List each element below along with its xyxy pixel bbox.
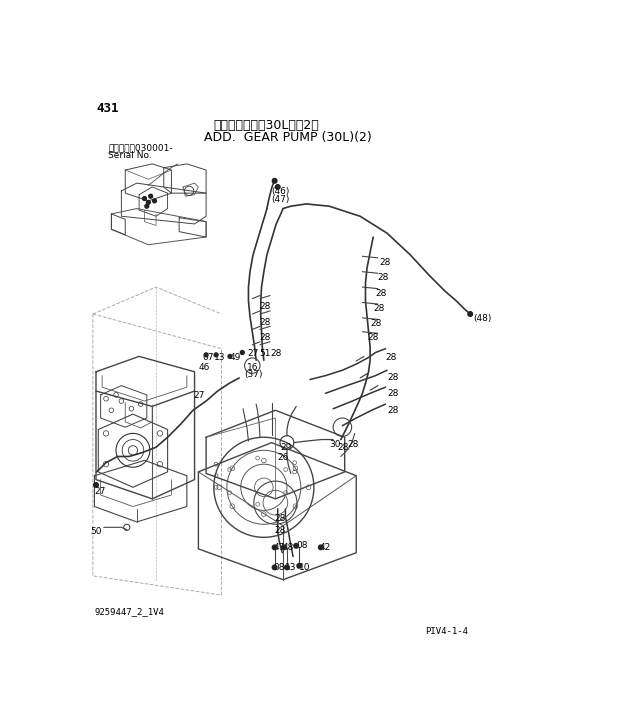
Text: (46): (46) <box>272 187 290 196</box>
Text: 30: 30 <box>329 439 341 449</box>
Text: 49: 49 <box>229 353 241 361</box>
Circle shape <box>241 350 244 355</box>
Circle shape <box>319 545 323 550</box>
Text: 適用号機　030001-: 適用号機 030001- <box>108 143 173 152</box>
Circle shape <box>146 201 150 204</box>
Text: 48: 48 <box>282 543 294 552</box>
Text: 28: 28 <box>337 442 348 452</box>
Text: 10: 10 <box>298 563 310 572</box>
Text: 28: 28 <box>373 304 384 313</box>
Circle shape <box>149 194 153 198</box>
Text: ADD.  GEAR PUMP (30L)(2): ADD. GEAR PUMP (30L)(2) <box>204 131 371 144</box>
Text: 28: 28 <box>370 319 381 329</box>
Circle shape <box>228 355 232 358</box>
Circle shape <box>294 544 298 548</box>
Text: 28: 28 <box>378 273 389 282</box>
Circle shape <box>285 565 290 570</box>
Circle shape <box>272 179 277 183</box>
Text: 28: 28 <box>274 526 285 535</box>
Text: 46: 46 <box>198 363 210 371</box>
Circle shape <box>275 185 280 189</box>
Circle shape <box>297 563 301 568</box>
Text: 26: 26 <box>278 453 289 463</box>
Text: 28: 28 <box>379 258 391 267</box>
Text: 28: 28 <box>259 303 270 311</box>
Text: 9259447_2_1V4: 9259447_2_1V4 <box>94 607 164 615</box>
Text: (47): (47) <box>272 195 290 203</box>
Text: 28: 28 <box>259 318 270 327</box>
Text: 431: 431 <box>96 102 118 115</box>
Text: 27: 27 <box>247 349 259 358</box>
Text: 28: 28 <box>274 514 285 523</box>
Circle shape <box>272 565 277 570</box>
Text: 28: 28 <box>387 406 399 416</box>
Circle shape <box>153 199 156 203</box>
Circle shape <box>272 545 277 550</box>
Text: PIV4-1-4: PIV4-1-4 <box>425 628 469 636</box>
Text: 08: 08 <box>273 563 285 572</box>
Circle shape <box>204 353 208 357</box>
Text: 28: 28 <box>386 353 397 361</box>
Text: 50: 50 <box>91 527 102 536</box>
Text: (37): (37) <box>245 370 263 379</box>
Text: 28: 28 <box>270 349 281 358</box>
Text: 追加ポンプ　（30L）（2）: 追加ポンプ （30L）（2） <box>214 119 319 132</box>
Circle shape <box>94 483 99 487</box>
Text: 27: 27 <box>193 391 205 400</box>
Text: 28: 28 <box>387 374 399 382</box>
Text: 47: 47 <box>273 543 285 552</box>
Text: 27: 27 <box>94 487 106 496</box>
Text: Serial No.: Serial No. <box>108 151 152 160</box>
Text: 13: 13 <box>214 353 225 361</box>
Text: 51: 51 <box>259 349 271 358</box>
Circle shape <box>281 545 286 550</box>
Text: 42: 42 <box>319 543 330 552</box>
Text: 08: 08 <box>296 541 308 550</box>
Text: (48): (48) <box>473 314 492 323</box>
Circle shape <box>145 204 149 209</box>
Text: 16: 16 <box>247 363 259 371</box>
Text: 13: 13 <box>285 563 297 572</box>
Circle shape <box>143 197 146 201</box>
Text: 28: 28 <box>376 289 387 298</box>
Text: 28: 28 <box>347 439 358 449</box>
Text: 28: 28 <box>387 389 399 397</box>
Circle shape <box>214 353 218 357</box>
Text: 28: 28 <box>367 333 378 342</box>
Text: 28: 28 <box>259 333 270 342</box>
Text: 07: 07 <box>202 353 214 361</box>
Circle shape <box>468 312 472 316</box>
Text: 29: 29 <box>281 442 292 452</box>
